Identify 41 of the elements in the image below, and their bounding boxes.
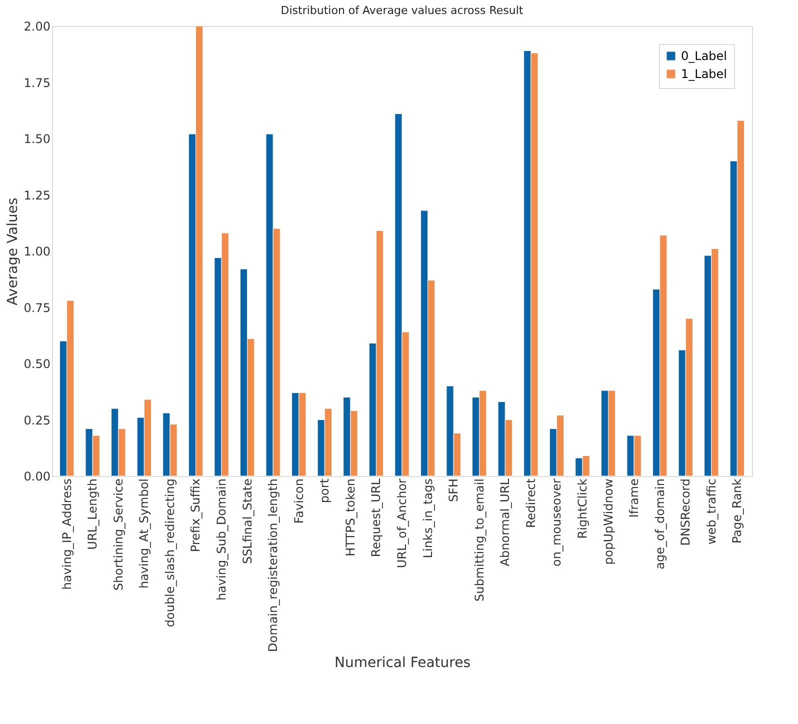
chart-title: Distribution of Average values across Result: [280, 4, 524, 17]
x-tick-label: web_traffic: [704, 478, 718, 545]
y-tick-label: 1.50: [24, 132, 50, 146]
y-tick-label: 1.25: [24, 188, 50, 202]
x-axis-title: Numerical Features: [334, 654, 471, 671]
x-tick-label: having_At_Symbol: [137, 478, 152, 589]
legend-label: 0_Label: [681, 49, 728, 63]
x-tick-label: having_Sub_Domain: [214, 478, 229, 601]
x-tick-label: Abnormal_URL: [498, 478, 512, 566]
x-tick-label: age_of_domain: [652, 478, 667, 570]
x-tick-label: DNSRecord: [678, 478, 693, 546]
x-tick-label: SFH: [446, 478, 461, 502]
x-tick-label: Page_Rank: [730, 478, 744, 544]
y-tick-label: 2.00: [24, 20, 50, 34]
y-tick-label: 1.75: [24, 76, 50, 90]
x-tick-label: port: [318, 478, 332, 504]
x-tick-label: Links_in_tags: [420, 478, 435, 558]
x-tick-label: Iframe: [627, 478, 642, 518]
x-tick-label: Request_URL: [369, 478, 384, 558]
x-tick-label: on_mouseover: [550, 478, 564, 566]
x-tick-label: RightClick: [575, 478, 590, 539]
x-tick-label: Redirect: [524, 478, 538, 528]
x-tick-label: SSLfinal_State: [240, 478, 254, 564]
x-tick-label: Prefix_Suffix: [188, 478, 203, 552]
x-tick-label: having_IP_Address: [60, 478, 74, 590]
y-tick-label: 0.25: [24, 413, 50, 428]
y-tick-label: 1.00: [24, 244, 50, 258]
x-tick-label: Submitting_to_email: [472, 478, 486, 602]
x-tick-label: URL_of_Anchor: [395, 478, 409, 568]
x-tick-label: double_slash_redirecting: [162, 478, 177, 628]
legend-label: 1_Label: [681, 67, 728, 81]
x-tick-label: URL_Length: [86, 478, 100, 550]
y-tick-label: 0.75: [24, 300, 50, 315]
x-tick-label: Favicon: [292, 478, 306, 524]
y-tick-label: 0.00: [24, 470, 50, 484]
y-axis-title: Average Values: [4, 198, 21, 306]
x-tick-label: Shortining_Service: [111, 478, 126, 591]
y-tick-label: 0.50: [24, 357, 50, 371]
x-tick-label: Domain_registeration_length: [266, 478, 280, 652]
x-tick-label: popUpWidnow: [601, 478, 616, 565]
x-tick-label: HTTPS_token: [343, 478, 358, 556]
